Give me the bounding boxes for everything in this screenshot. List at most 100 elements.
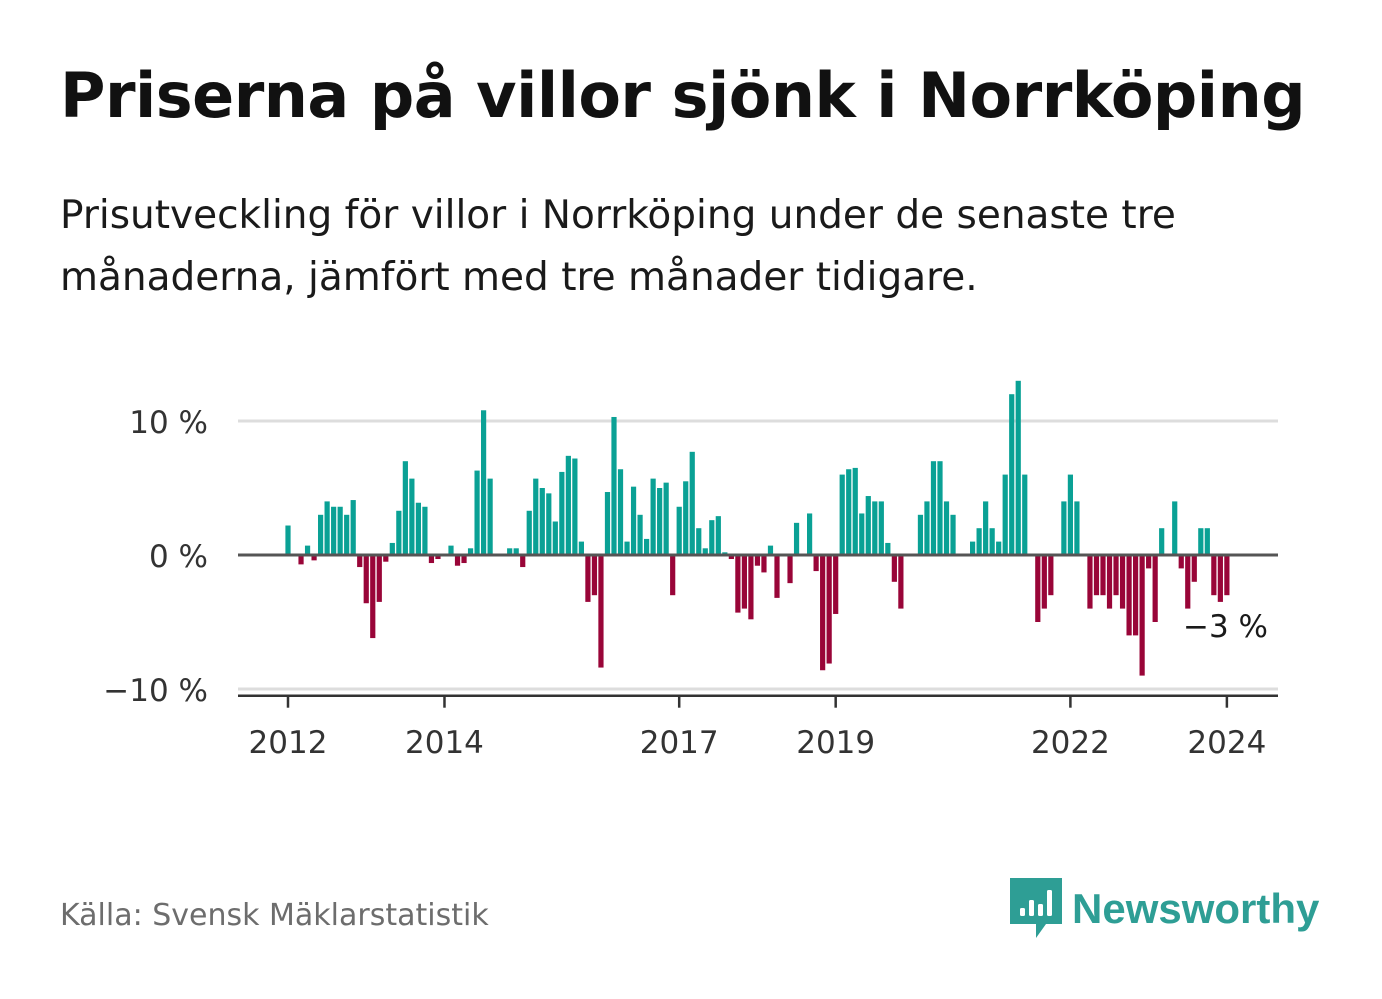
bar — [617, 469, 624, 555]
bar — [363, 555, 369, 604]
bar — [1204, 528, 1210, 555]
labels: 10 % 0 % −10 % 2012 2014 2017 2019 2022 2024 −3 % — [103, 405, 1268, 761]
bar — [930, 461, 937, 555]
bar — [350, 500, 356, 555]
bar — [1087, 555, 1093, 609]
bar — [1211, 555, 1217, 596]
bar — [976, 528, 982, 555]
bar — [1106, 555, 1113, 609]
bar — [1022, 474, 1028, 555]
bar — [591, 555, 598, 596]
bar — [1217, 555, 1223, 602]
bar — [1139, 555, 1145, 676]
bar — [598, 555, 604, 668]
bar — [657, 488, 663, 555]
bar — [1119, 555, 1126, 609]
bar — [650, 478, 656, 555]
bar — [533, 478, 539, 555]
bar — [852, 467, 858, 555]
bar — [1093, 555, 1100, 596]
bar — [1159, 528, 1165, 555]
bar — [689, 451, 695, 555]
bar — [1146, 555, 1152, 569]
bar — [285, 525, 291, 555]
bar — [996, 541, 1002, 555]
bar — [311, 555, 317, 561]
bar — [1178, 555, 1184, 569]
bar — [526, 510, 532, 555]
bar — [474, 470, 480, 555]
bar — [943, 501, 950, 555]
bars — [285, 380, 1230, 676]
x-tick-label: 2017 — [640, 725, 719, 761]
bar — [696, 528, 702, 555]
bar — [585, 555, 591, 602]
bar — [1048, 555, 1054, 596]
bar — [422, 506, 428, 555]
axes — [238, 553, 1278, 708]
bar — [1185, 555, 1191, 609]
bar — [983, 501, 989, 555]
bar — [637, 514, 643, 555]
bar — [383, 555, 389, 562]
x-tick-label: 2012 — [249, 725, 328, 761]
bar — [937, 461, 943, 555]
bar — [1152, 555, 1158, 622]
bar — [676, 506, 682, 555]
bar — [754, 555, 761, 566]
bar — [970, 541, 976, 555]
bar — [578, 541, 584, 555]
bar — [331, 506, 337, 555]
y-tick-label: −10 % — [103, 673, 208, 709]
bar — [546, 493, 552, 555]
bar — [604, 492, 611, 555]
bar — [357, 555, 363, 568]
bar-chart: 10 % 0 % −10 % 2012 2014 2017 2019 2022 2024 −3 % — [103, 380, 1278, 761]
bar — [774, 555, 780, 598]
bar — [539, 488, 545, 555]
bar — [344, 514, 350, 555]
bar — [461, 555, 467, 564]
x-tick-label: 2024 — [1187, 725, 1266, 761]
bar — [376, 555, 382, 602]
bar — [389, 542, 395, 555]
chart-title: Priserna på villor sjönk i Norrköping — [60, 59, 1306, 132]
bar — [846, 469, 852, 555]
bar — [370, 555, 376, 639]
bar — [898, 555, 904, 609]
grid-lines — [238, 419, 1278, 691]
x-tick-label: 2014 — [405, 725, 484, 761]
bar — [454, 555, 461, 566]
bar — [787, 555, 793, 584]
bar — [878, 501, 884, 555]
bar — [709, 520, 715, 555]
bar — [415, 502, 421, 555]
bar — [820, 555, 826, 671]
bar — [630, 486, 637, 555]
bar — [559, 471, 565, 555]
brand-logo[interactable]: Newsworthy — [1010, 878, 1319, 940]
brand-name: Newsworthy — [1072, 885, 1320, 932]
bar — [1113, 555, 1119, 596]
last-value-label: −3 % — [1183, 609, 1268, 645]
bar — [728, 555, 734, 560]
bar — [487, 478, 493, 555]
bar — [872, 501, 878, 555]
bar — [298, 555, 304, 565]
bar — [337, 506, 343, 555]
bar — [670, 555, 676, 596]
bar — [767, 545, 774, 555]
bar — [1126, 555, 1132, 636]
bar — [813, 555, 819, 572]
y-tick-label: 0 % — [149, 539, 208, 575]
bar — [1133, 555, 1139, 636]
bar — [807, 513, 813, 555]
bar — [402, 461, 408, 555]
bar — [833, 555, 839, 614]
bar — [565, 455, 571, 555]
bar — [624, 541, 630, 555]
bar — [481, 410, 487, 555]
bar — [839, 474, 845, 555]
bar — [1074, 501, 1080, 555]
bar — [1035, 555, 1041, 622]
